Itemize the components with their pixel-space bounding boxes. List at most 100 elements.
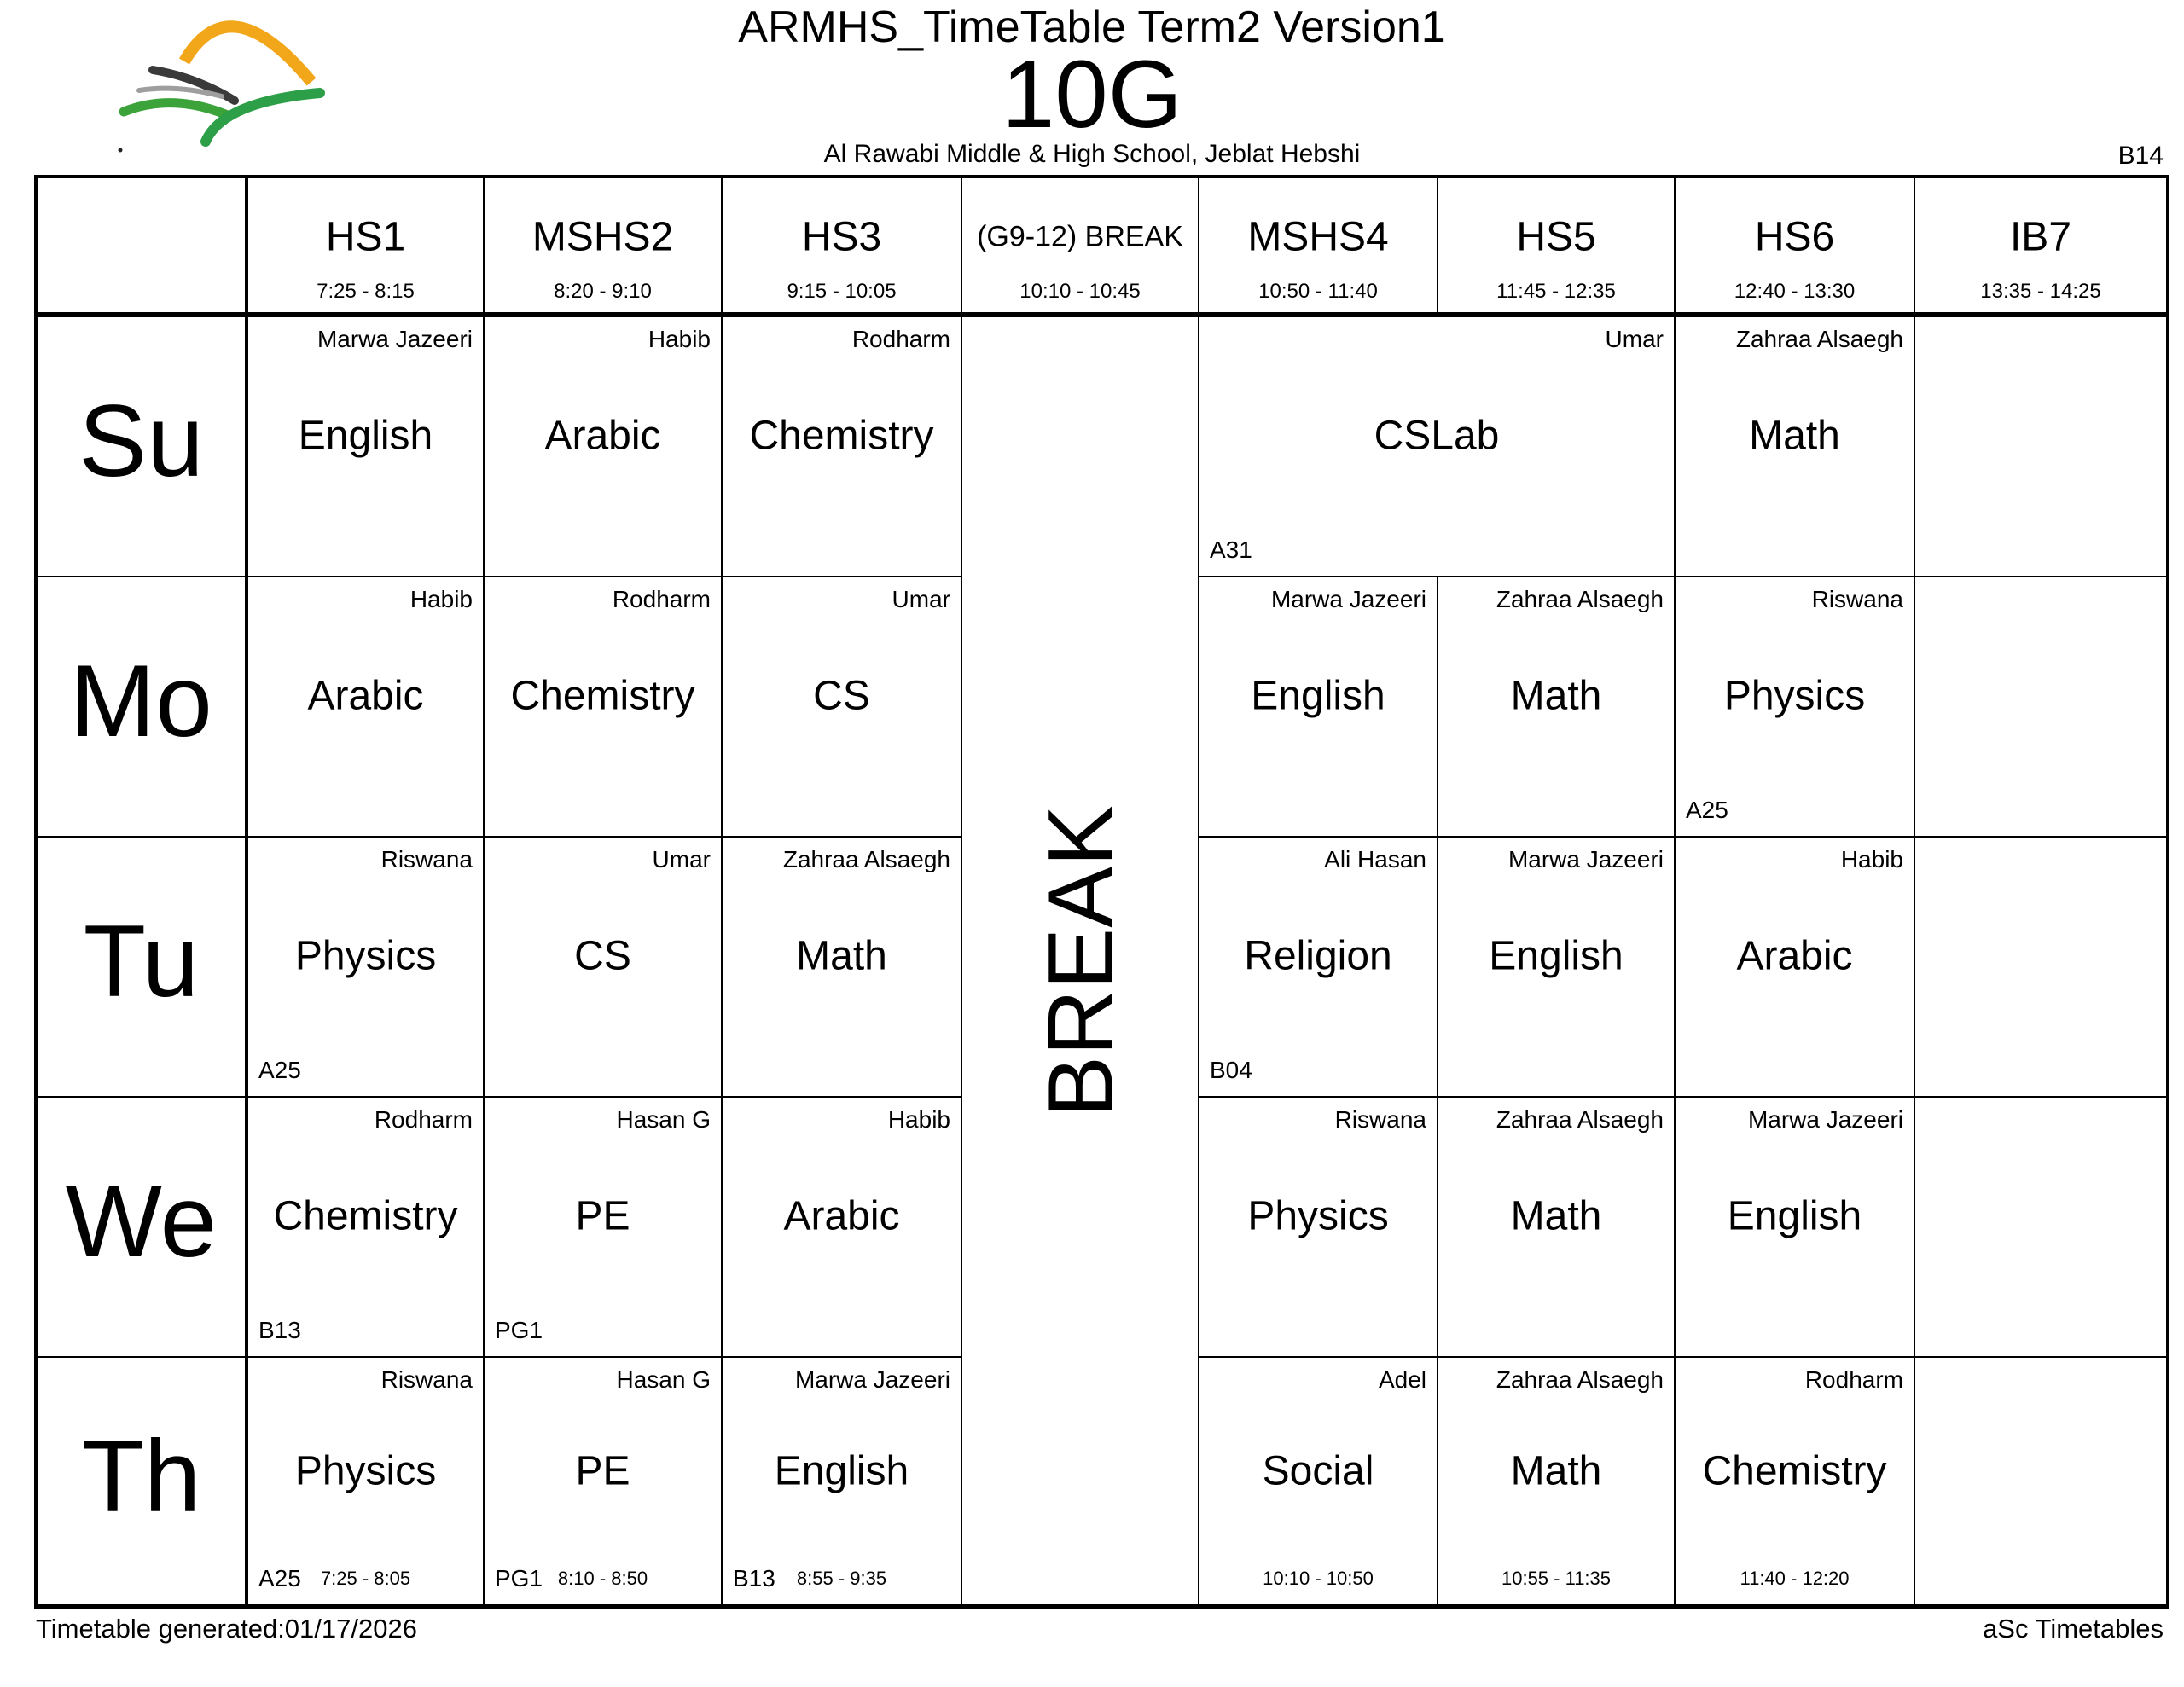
subject-name: Chemistry [749,413,934,459]
timetable-grid: HS1 7:25 - 8:15 MSHS2 8:20 - 9:10 HS3 9:… [34,175,2169,1609]
column-label: HS1 [325,214,406,260]
lesson-cell: Habib Arabic [248,577,485,838]
teacher-name: Rodharm [612,586,711,612]
subject-name: Religion [1244,933,1392,979]
subject-name: Physics [294,1448,437,1494]
subject-name: CS [574,933,631,979]
subject-name: Chemistry [1702,1448,1887,1494]
subject-name: English [1489,933,1623,979]
subject-name: Physics [1723,673,1866,719]
room-code: A31 [1210,536,1252,563]
break-banner: BREAK [1028,804,1132,1117]
day-label: Th [81,1418,201,1533]
logo-swoosh-gray-icon [136,85,224,99]
teacher-name: Marwa Jazeeri [1270,586,1426,612]
lesson-cell: Marwa Jazeeri English [248,317,485,577]
teacher-name: Zahraa Alsaegh [1735,326,1903,352]
lesson-cell: Adel Social 10:10 - 10:50 [1199,1358,1438,1604]
teacher-name: Riswana [1334,1106,1426,1133]
teacher-name: Riswana [1811,586,1903,612]
teacher-name: Hasan G [616,1106,712,1133]
column-time: 13:35 - 14:25 [1980,280,2101,304]
column-label: (G9-12) BREAK [977,220,1183,253]
teacher-name: Umar [652,846,711,872]
subject-name: Math [1510,1448,1602,1494]
lesson-cell: Riswana Physics A25 [248,838,485,1098]
lesson-time: 8:10 - 8:50 [557,1568,648,1589]
page-title: ARMHS_TimeTable Term2 Version1 [738,3,1446,52]
subject-name: English [1727,1193,1862,1239]
room-code: PG1 [495,1565,543,1591]
empty-cell [1915,838,2166,1098]
lesson-cell: Riswana Physics A25 [1676,577,1915,838]
lesson-cell: Habib Arabic [1676,838,1915,1098]
day-label: We [65,1164,218,1279]
teacher-name: Ali Hasan [1324,846,1426,872]
column-time: 9:15 - 10:05 [787,280,897,304]
school-logo [118,20,325,153]
lesson-cell: Marwa Jazeeri English B13 8:55 - 9:35 [723,1358,962,1604]
day-label: Tu [83,904,200,1019]
logo-swoosh-dark-icon [148,66,239,105]
subject-name: Chemistry [273,1193,458,1239]
lesson-time: 10:55 - 11:35 [1501,1568,1612,1589]
subject-name: Physics [294,933,437,979]
room-code: A25 [258,1057,301,1083]
teacher-name: Marwa Jazeeri [794,1366,950,1393]
lesson-cell: Habib Arabic [723,1098,962,1358]
lesson-cell: Umar CS [485,838,723,1098]
teacher-name: Rodharm [851,326,950,352]
day-column-header [38,178,248,317]
lesson-cell: Zahraa Alsaegh Math [1438,1098,1676,1358]
lesson-cell-cslab: Umar CSLab A31 [1199,317,1676,577]
lesson-cell: Hasan G PE PG1 8:10 - 8:50 [485,1358,723,1604]
subject-name: Physics [1247,1193,1389,1239]
teacher-name: Marwa Jazeeri [1507,846,1664,872]
lesson-cell: Rodharm Chemistry B13 [248,1098,485,1358]
lesson-cell: Rodharm Chemistry [485,577,723,838]
teacher-name: Habib [648,326,711,352]
teacher-name: Umar [892,586,950,612]
logo-hill-left-icon [119,98,235,121]
teacher-name: Zahraa Alsaegh [1496,586,1664,612]
day-cell-tu: Tu [38,838,248,1098]
teacher-name: Riswana [380,846,473,872]
lesson-cell: Marwa Jazeeri English [1676,1098,1915,1358]
subject-name: PE [575,1448,630,1494]
lesson-cell: Zahraa Alsaegh Math [723,838,962,1098]
empty-cell [1915,1098,2166,1358]
column-label: HS6 [1754,214,1835,260]
corner-room-code: B14 [2117,142,2164,170]
column-label: MSHS2 [531,214,674,260]
lesson-cell: Zahraa Alsaegh Math 10:55 - 11:35 [1438,1358,1676,1604]
lesson-time: 8:55 - 9:35 [796,1568,887,1589]
teacher-name: Adel [1378,1366,1426,1393]
logo-hill-right-icon [200,88,325,147]
lesson-time: 11:40 - 12:20 [1740,1568,1850,1589]
teacher-name: Hasan G [616,1366,712,1393]
room-code: PG1 [495,1317,543,1343]
subject-name: English [298,413,433,459]
subject-name: CSLab [1374,413,1500,459]
lesson-cell: Zahraa Alsaegh Math [1438,577,1676,838]
day-cell-we: We [38,1098,248,1358]
lesson-cell: Riswana Physics A25 7:25 - 8:05 [248,1358,485,1604]
day-label: Su [78,384,204,499]
teacher-name: Habib [887,1106,950,1133]
column-label: HS3 [801,214,882,260]
column-header-break: (G9-12) BREAK 10:10 - 10:45 [962,178,1199,317]
subject-name: English [774,1448,909,1494]
subject-name: Chemistry [510,673,695,719]
empty-cell [1915,317,2166,577]
room-code: A25 [258,1565,301,1591]
lesson-time: 7:25 - 8:05 [320,1568,411,1589]
column-header-mshs2: MSHS2 8:20 - 9:10 [485,178,723,317]
column-label: MSHS4 [1247,214,1389,260]
teacher-name: Zahraa Alsaegh [1496,1106,1664,1133]
subject-name: Math [1749,413,1840,459]
subject-name: Arabic [307,673,424,719]
lesson-cell: Riswana Physics [1199,1098,1438,1358]
teacher-name: Zahraa Alsaegh [782,846,950,872]
subject-name: Arabic [1736,933,1853,979]
lesson-cell: Zahraa Alsaegh Math [1676,317,1915,577]
